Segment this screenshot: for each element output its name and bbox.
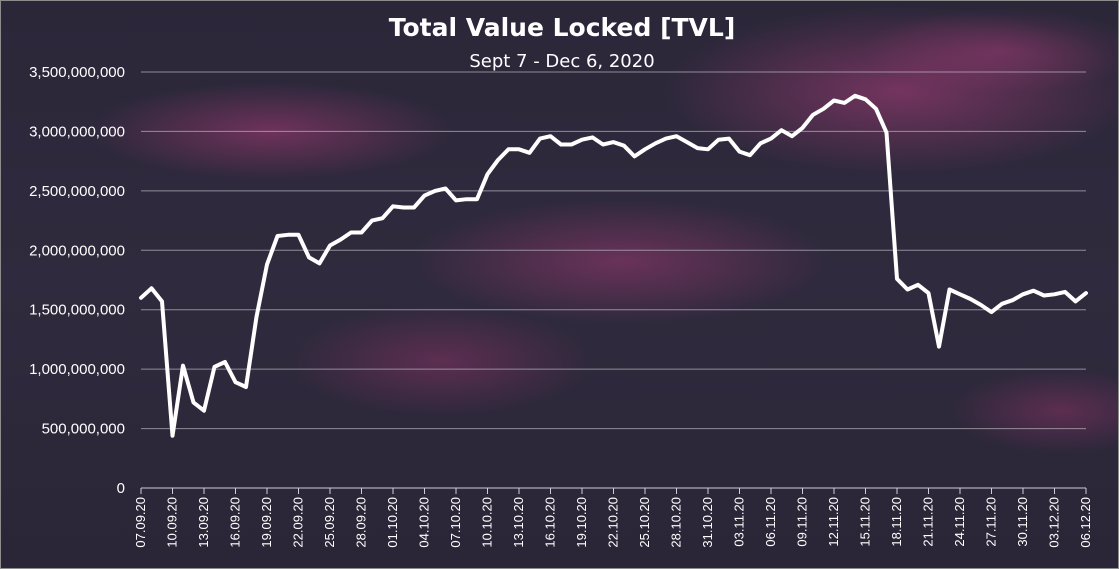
x-tick-label: 27.11.20 <box>984 497 999 547</box>
x-tick-label: 31.10.20 <box>700 497 715 548</box>
x-tick-label: 03.11.20 <box>732 497 747 547</box>
x-tick-label: 21.11.20 <box>921 497 936 547</box>
x-axis-tick-labels: 07.09.20 10.09.20 13.09.20 16.09.20 19.09.20… <box>133 497 1093 548</box>
chart-title: Total Value Locked [TVL] <box>389 13 736 42</box>
x-tick-label: 28.09.20 <box>354 497 369 548</box>
x-tick-label: 07.09.20 <box>133 497 148 548</box>
x-tick-label: 16.10.20 <box>543 497 558 548</box>
x-tick-label: 07.10.20 <box>448 497 463 548</box>
y-tick-label: 2,500,000,000 <box>29 183 125 200</box>
x-tick-label: 25.09.20 <box>322 497 337 548</box>
x-tick-label: 28.10.20 <box>669 497 684 548</box>
x-tick-label: 15.11.20 <box>858 497 873 547</box>
x-tick-label: 12.11.20 <box>826 497 841 547</box>
x-tick-label: 22.10.20 <box>606 497 621 548</box>
x-tick-label: 19.09.20 <box>259 497 274 548</box>
x-tick-label: 10.10.20 <box>480 497 495 548</box>
x-tick-label: 13.10.20 <box>511 497 526 548</box>
y-tick-label: 1,000,000,000 <box>29 361 125 378</box>
y-tick-label: 0 <box>117 480 125 497</box>
x-tick-label: 04.10.20 <box>417 497 432 548</box>
chart-subtitle: Sept 7 - Dec 6, 2020 <box>469 51 654 72</box>
x-tick-label: 13.09.20 <box>196 497 211 548</box>
x-tick-label: 03.12.20 <box>1047 497 1062 548</box>
x-tick-label: 06.11.20 <box>763 497 778 547</box>
x-tick-label: 30.11.20 <box>1015 497 1030 547</box>
x-tick-label: 10.09.20 <box>165 497 180 548</box>
y-tick-label: 3,000,000,000 <box>29 123 125 140</box>
x-tick-label: 01.10.20 <box>385 497 400 548</box>
x-tick-label: 24.11.20 <box>952 497 967 547</box>
series-layer <box>139 93 1088 438</box>
x-tick-label: 22.09.20 <box>291 497 306 548</box>
y-axis-tick-labels: 0 500,000,000 1,000,000,000 1,500,000,000 2,… <box>29 64 125 497</box>
grid-lines <box>141 71 1086 430</box>
x-tick-label: 18.11.20 <box>889 497 904 547</box>
x-tick-label: 25.10.20 <box>637 497 652 548</box>
x-tick-label: 09.11.20 <box>795 497 810 547</box>
y-tick-label: 2,000,000,000 <box>29 242 125 259</box>
y-tick-label: 1,500,000,000 <box>29 302 125 319</box>
x-tick-label: 19.10.20 <box>574 497 589 548</box>
x-tick-label: 16.09.20 <box>228 497 243 548</box>
axes <box>140 487 1087 494</box>
x-tick-label: 06.12.20 <box>1078 497 1093 548</box>
y-tick-label: 500,000,000 <box>42 421 125 438</box>
tvl-series-line <box>139 93 1088 438</box>
y-tick-label: 3,500,000,000 <box>29 64 125 81</box>
